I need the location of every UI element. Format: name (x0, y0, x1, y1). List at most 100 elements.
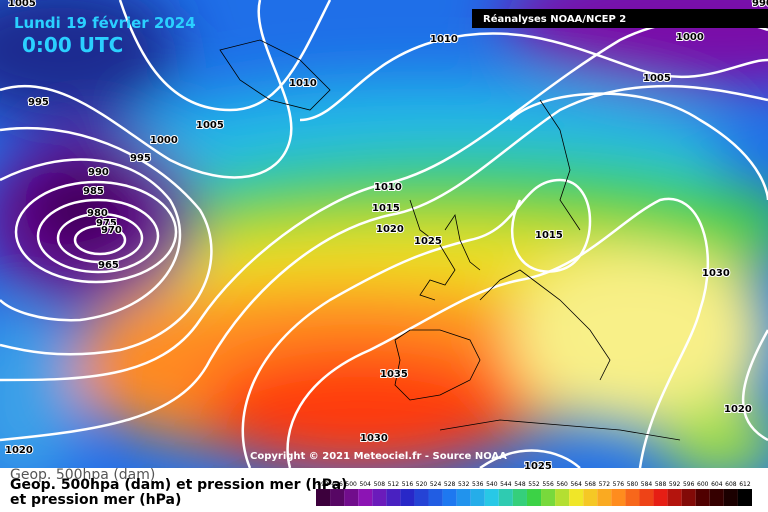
coastlines (219, 39, 681, 441)
colorbar-cell (723, 489, 738, 506)
isobar-label: 1020 (5, 445, 33, 456)
colorbar-label: 580 (627, 481, 639, 488)
colorbar-cell (414, 489, 429, 506)
colorbar-label: 536 (472, 481, 484, 488)
legend: Geop. 500hpa (dam) et pression mer (hPa) (10, 477, 347, 493)
isobar-label: 1000 (150, 135, 178, 146)
colorbar-cell (400, 489, 415, 506)
colorbar-label: 568 (585, 481, 597, 488)
isobar-label: 1010 (289, 78, 317, 89)
colorbar-label: 496 (331, 481, 343, 488)
isobar-label: 985 (83, 186, 104, 197)
colorbar-cell (526, 489, 542, 506)
source: Réanalyses NOAA/NCEP 2 (483, 13, 626, 25)
colorbar-label: 588 (655, 481, 667, 488)
isobar-label: 995 (130, 153, 151, 164)
isobar-label: 1005 (643, 73, 671, 84)
colorbar-label: 604 (711, 481, 723, 488)
colorbar-label: 508 (374, 481, 386, 488)
isobar-label: 1015 (535, 230, 563, 241)
isobar-label: 1010 (430, 34, 458, 45)
isobar-label: 990 (88, 167, 109, 178)
colorbar-label: 560 (556, 481, 568, 488)
copyright: Copyright © 2021 Meteociel.fr - Source N… (250, 451, 507, 462)
legend-ghost: Geop. 500hpa (dam) (10, 467, 155, 483)
colorbar-cell (316, 489, 331, 506)
isobar-label: 1000 (676, 32, 704, 43)
isobar-label: 1015 (372, 203, 400, 214)
colorbar-label: 548 (514, 481, 526, 488)
isobar-label: 990 (752, 0, 768, 9)
colorbar-label: 596 (683, 481, 695, 488)
isobars (0, 0, 768, 468)
colorbar-cell (344, 489, 359, 506)
time: 0:00 UTC (22, 33, 123, 57)
source-box (472, 9, 768, 28)
colorbar-cell (428, 489, 443, 506)
isobar-label: 1005 (8, 0, 36, 9)
colorbar-label: 504 (359, 481, 371, 488)
colorbar-label: 576 (613, 481, 625, 488)
colorbar-cell (709, 489, 724, 506)
isobar-label: 1030 (360, 433, 388, 444)
colorbar-label: 552 (528, 481, 540, 488)
colorbar-cell (372, 489, 387, 506)
isobar-label: 1025 (524, 461, 552, 472)
colorbar-label: 524 (430, 481, 442, 488)
colorbar-label: 500 (345, 481, 357, 488)
colorbar-cell (484, 489, 499, 506)
colorbar-cell (667, 489, 682, 506)
colorbar-label: 564 (570, 481, 582, 488)
isobar-label: 1020 (376, 224, 404, 235)
isobar-label: 1005 (196, 120, 224, 131)
colorbar-label: 556 (542, 481, 554, 488)
colorbar-cell (555, 489, 570, 506)
colorbar-cell (597, 489, 612, 506)
isobar-labels: 1005 990 1010 1000 1005 995 1010 1005 1000 995 990… (4, 0, 768, 473)
colorbar-label: 492 (317, 481, 329, 488)
isobar-label: 1025 (414, 236, 442, 247)
isobar-label: 970 (101, 225, 122, 236)
colorbar-label: 544 (500, 481, 512, 488)
colorbar-cell (358, 489, 373, 506)
colorbar-label: 608 (725, 481, 737, 488)
isobar-label: 975 (96, 218, 117, 229)
colorbar-label: 540 (486, 481, 498, 488)
colorbar-label: 584 (641, 481, 653, 488)
colorbar-cell (695, 489, 710, 506)
colorbar-cell (330, 489, 345, 506)
colorbar-cell (583, 489, 598, 506)
colorbar-cell (512, 489, 527, 506)
isobar-label: 1010 (374, 182, 402, 193)
legend: et pression mer (hPa) (10, 492, 181, 508)
isobar-label: 980 (87, 208, 108, 219)
colorbar-cell (639, 489, 654, 506)
colorbar-cell (681, 489, 696, 506)
colorbar-cell (456, 489, 471, 506)
colorbar-cell (569, 489, 584, 506)
colorbar-label: 612 (739, 481, 751, 488)
isobar-label: 1035 (380, 369, 408, 380)
colorbar-cell (653, 489, 668, 506)
isobar-label: 965 (98, 260, 119, 271)
field (0, 0, 768, 468)
colorbar-cell (386, 489, 401, 506)
colorbar-cell (737, 489, 752, 506)
colorbar: 492 496 500 504 508 512 516 520 524 528 532 536 540 5… (316, 481, 752, 506)
colorbar-cell (611, 489, 626, 506)
colorbar-cell (498, 489, 513, 506)
colorbar-cell (470, 489, 485, 506)
colorbar-label: 516 (402, 481, 414, 488)
isobar-label: 1020 (724, 404, 752, 415)
colorbar-label: 520 (416, 481, 428, 488)
colorbar-cell (442, 489, 457, 506)
colorbar-label: 592 (669, 481, 681, 488)
colorbar-label: 528 (444, 481, 456, 488)
colorbar-label: 572 (599, 481, 611, 488)
colorbar-label: 532 (458, 481, 470, 488)
date: Lundi 19 février 2024 (14, 14, 196, 32)
colorbar-label: 600 (697, 481, 709, 488)
isobar-label: 995 (28, 97, 49, 108)
